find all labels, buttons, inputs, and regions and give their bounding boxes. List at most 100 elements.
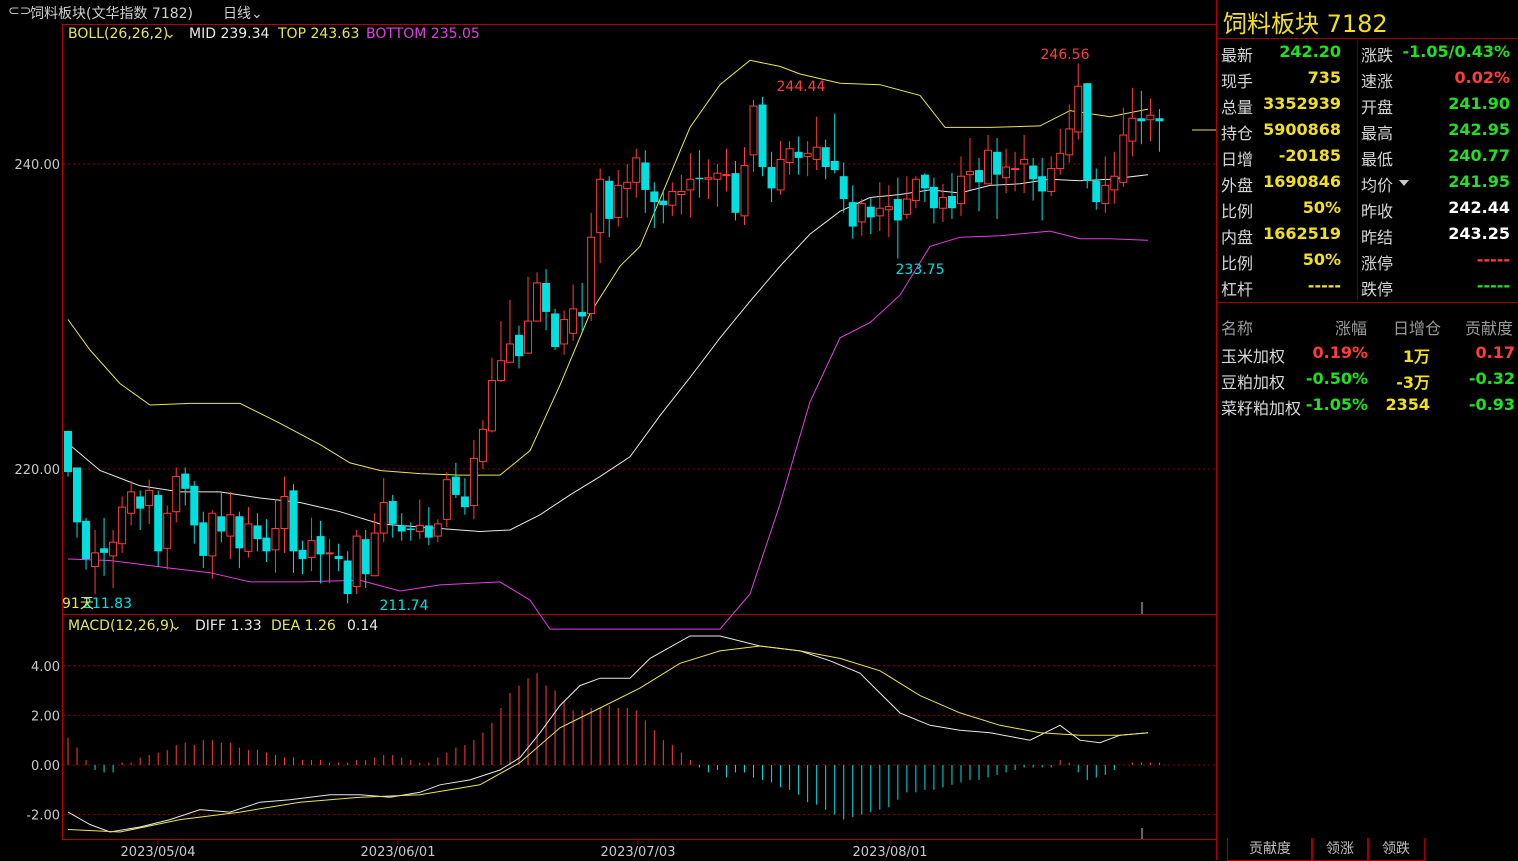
boll-bottom-line — [67, 230, 1149, 630]
panel-title: 饲料板块 7182 — [1223, 10, 1388, 38]
candle-body — [1155, 118, 1164, 122]
quote-row: 内盘 1662519 昨结 243.25 — [1217, 224, 1518, 250]
sector-contrib: -0.93 — [1468, 395, 1515, 414]
link-icon[interactable]: ⊂⊃ — [8, 3, 32, 19]
tab-losers[interactable]: 领跌 — [1367, 838, 1425, 861]
tab-label: 贡献度 — [1249, 841, 1291, 857]
macd-tick-label: -2.00 — [26, 809, 60, 824]
candle-body — [424, 525, 433, 538]
x-tick-label: 2023/06/01 — [361, 845, 436, 860]
col-name: 名称 — [1221, 319, 1254, 338]
candle-body — [776, 158, 785, 191]
candle-body — [100, 548, 109, 553]
sector-row[interactable]: 豆粕加权 -0.50% -3万 -0.32 — [1217, 369, 1518, 393]
candle-body — [758, 104, 767, 168]
candle-body — [136, 496, 145, 509]
candle-body — [478, 428, 487, 462]
period-selector[interactable]: 日线⌄ — [223, 3, 263, 23]
low-label: 211.83 — [83, 596, 132, 612]
candle-body — [271, 527, 280, 551]
quote-row: 比例 50% 涨停 ----- — [1217, 250, 1518, 276]
quote-value: ----- — [1476, 250, 1510, 269]
macd-tick-label: 2.00 — [31, 709, 60, 724]
candle-body — [740, 165, 749, 217]
candle-body — [803, 152, 812, 157]
sector-row[interactable]: 玉米加权 0.19% 1万 0.17 — [1217, 343, 1518, 367]
quote-label: 昨结 — [1361, 228, 1394, 247]
candle-body — [722, 174, 731, 177]
candle-body — [794, 151, 803, 158]
candle-body — [560, 319, 569, 345]
candle-body — [812, 146, 821, 160]
quote-label: 比例 — [1221, 254, 1254, 273]
candle-body — [64, 430, 72, 473]
quote-value: 1662519 — [1263, 224, 1341, 243]
candle-body — [515, 334, 523, 357]
candle-body — [415, 524, 424, 533]
candle-body — [875, 207, 884, 217]
quote-label: 外盘 — [1221, 176, 1254, 195]
candle-body — [984, 149, 993, 185]
candle-body — [244, 523, 253, 552]
candle-body — [181, 473, 190, 489]
candle-body — [397, 525, 406, 532]
period-count-label: 91天 — [62, 596, 94, 612]
tab-label: 领跌 — [1382, 841, 1410, 857]
x-tick-label: 2023/08/01 — [853, 845, 928, 860]
candle-body — [551, 313, 560, 347]
candle-body — [505, 343, 514, 363]
tab-gainers[interactable]: 领涨 — [1311, 838, 1369, 861]
quote-row: 持仓 5900868 最高 242.95 — [1217, 120, 1518, 146]
candle-body — [118, 506, 127, 545]
candle-body — [496, 360, 505, 382]
quote-value: 243.25 — [1448, 224, 1510, 243]
candle-body — [650, 191, 659, 203]
boll-name: BOLL(26,26,2) — [68, 26, 168, 42]
quote-label: 开盘 — [1361, 98, 1394, 117]
boll-mid-line — [63, 174, 1149, 533]
quote-label: 日增 — [1221, 150, 1254, 169]
quote-label: 杠杆 — [1221, 280, 1254, 299]
candle-body — [830, 160, 839, 171]
candle-body — [145, 489, 154, 507]
sector-oi: -3万 — [1396, 373, 1430, 392]
candle-body — [947, 196, 956, 209]
quote-panel: 饲料板块 7182 最新 242.20 涨跌 -1.05/0.43% 现手 735 速涨 0.… — [1217, 0, 1518, 861]
quote-label: 均价 — [1361, 176, 1394, 195]
sector-contrib: -0.32 — [1468, 369, 1515, 388]
quote-value: 5900868 — [1263, 120, 1341, 139]
candle-body — [334, 555, 343, 559]
quote-label: 持仓 — [1221, 124, 1254, 143]
macd-tick-label: 4.00 — [31, 660, 60, 675]
chevron-down-icon: ⌄ — [164, 26, 176, 42]
sector-row[interactable]: 菜籽粕加权 -1.05% 2354 -0.93 — [1217, 395, 1518, 419]
quote-value: -20185 — [1278, 146, 1341, 165]
candle-body — [821, 147, 830, 168]
candle-body — [929, 186, 938, 209]
candle-body — [379, 502, 388, 534]
candle-body — [956, 175, 965, 205]
candle-body — [632, 157, 641, 183]
quote-value: 240.77 — [1448, 146, 1510, 165]
col-oi: 日增仓 — [1393, 319, 1442, 338]
quote-value: 735 — [1307, 68, 1341, 87]
quote-value: 1690846 — [1263, 172, 1341, 191]
candle-body — [1119, 134, 1128, 183]
candle-body — [316, 536, 325, 555]
quote-row: 比例 50% 昨收 242.44 — [1217, 198, 1518, 224]
col-change: 涨幅 — [1335, 319, 1368, 338]
low-label: 233.75 — [896, 262, 945, 278]
candle-body — [82, 520, 91, 559]
top-bar: ⊂⊃ 饲料板块(文华指数 7182) 日线⌄ — [0, 0, 1216, 24]
candle-body — [920, 174, 929, 189]
tab-contribution[interactable]: 贡献度 — [1227, 838, 1313, 861]
candle-body — [388, 501, 397, 524]
sector-change: 0.19% — [1312, 343, 1368, 362]
candle-body — [487, 380, 496, 432]
candle-body — [460, 496, 469, 508]
quote-label: 最新 — [1221, 46, 1254, 65]
quote-value: 241.95 — [1448, 172, 1510, 191]
period-label: 日线 — [223, 6, 251, 22]
tab-label: 领涨 — [1326, 841, 1354, 857]
chart-area[interactable]: 240.00 220.00 4.00 2.00 0.00 -2.00 2023/05/04 2… — [0, 0, 1217, 860]
